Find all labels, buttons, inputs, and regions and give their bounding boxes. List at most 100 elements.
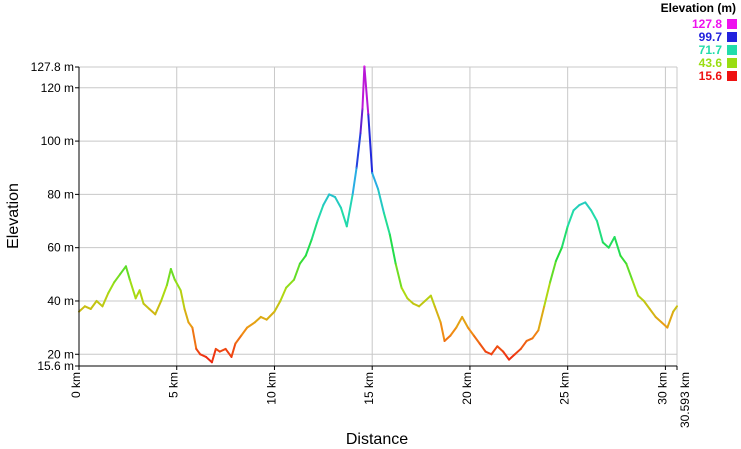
profile-segment xyxy=(285,278,296,289)
profile-point xyxy=(125,265,127,268)
profile-segment xyxy=(95,299,104,308)
x-tick-label: 30.593 km xyxy=(678,372,692,428)
profile-point xyxy=(265,318,268,321)
profile-point xyxy=(322,204,325,206)
profile-point xyxy=(240,334,243,337)
profile-segment xyxy=(449,326,458,337)
profile-segment xyxy=(637,294,645,302)
profile-segment xyxy=(273,299,282,313)
profile-point xyxy=(596,220,598,222)
profile-point xyxy=(95,300,98,302)
legend-value: 99.7 xyxy=(699,30,723,44)
x-tick-label: 5 km xyxy=(167,372,181,398)
profile-segment xyxy=(138,289,145,305)
profile-point xyxy=(359,132,362,134)
y-axis-title: Elevation xyxy=(5,183,22,249)
y-tick-label: 100 m xyxy=(41,134,74,148)
profile-segment xyxy=(531,329,540,340)
profile-segment xyxy=(265,310,276,321)
x-tick-label: 15 km xyxy=(362,372,376,405)
profile-segment xyxy=(572,204,581,212)
profile-segment xyxy=(345,193,354,228)
profile-segment xyxy=(234,334,243,345)
profile-segment xyxy=(406,297,415,305)
profile-segment xyxy=(648,307,657,318)
profile-point xyxy=(388,233,391,236)
profile-segment xyxy=(455,315,464,329)
profile-point xyxy=(304,254,307,257)
legend-value: 15.6 xyxy=(699,69,723,83)
legend-title: Elevation (m) xyxy=(661,1,736,15)
profile-segment xyxy=(367,113,374,175)
profile-point xyxy=(340,206,342,209)
profile-segment xyxy=(508,353,516,361)
profile-segment xyxy=(179,289,186,310)
profile-point xyxy=(383,212,385,214)
profile-point xyxy=(138,289,141,292)
profile-segment xyxy=(128,278,137,300)
profile-point xyxy=(443,340,446,342)
profile-segment xyxy=(322,193,331,207)
profile-segment xyxy=(148,307,157,316)
profile-point xyxy=(666,326,669,329)
profile-point xyxy=(648,308,651,310)
legend: Elevation (m) 127.899.771.743.615.6 xyxy=(661,1,737,83)
profile-segment xyxy=(351,166,358,196)
profile-point xyxy=(400,286,403,289)
profile-segment xyxy=(316,204,325,223)
profile-segment xyxy=(119,265,127,276)
profile-segment xyxy=(631,278,640,297)
profile-point xyxy=(215,348,217,350)
profile-segment xyxy=(183,307,190,324)
profile-point xyxy=(211,361,213,364)
profile-point xyxy=(234,342,237,345)
profile-point xyxy=(439,321,442,324)
profile-point xyxy=(377,188,379,190)
profile-point xyxy=(191,326,194,329)
profile-segment xyxy=(578,201,587,207)
profile-point xyxy=(584,201,587,204)
profile-point xyxy=(525,340,528,342)
y-tick-label: 127.8 m xyxy=(31,60,74,74)
profile-segment xyxy=(310,220,319,241)
profile-point xyxy=(334,196,336,198)
profile-point xyxy=(461,316,463,318)
y-tick-label: 80 m xyxy=(47,187,74,201)
profile-point xyxy=(467,326,469,329)
profile-point xyxy=(148,308,151,310)
profile-segment xyxy=(134,289,141,300)
profile-point xyxy=(625,262,628,265)
y-tick-label: 40 m xyxy=(47,294,74,308)
profile-segment xyxy=(613,236,622,257)
profile-segment xyxy=(78,305,86,313)
profile-point xyxy=(531,337,534,340)
profile-point xyxy=(218,350,221,353)
profile-point xyxy=(449,334,452,337)
profile-point xyxy=(299,262,301,265)
x-tick-label: 0 km xyxy=(69,372,83,398)
profile-segment xyxy=(205,355,213,364)
profile-point xyxy=(160,300,162,302)
profile-point xyxy=(259,316,262,318)
profile-segment xyxy=(339,206,348,228)
profile-segment xyxy=(443,334,452,342)
x-tick-label: 10 km xyxy=(264,372,278,405)
profile-point xyxy=(293,278,295,281)
profile-point xyxy=(183,308,186,310)
profile-point xyxy=(561,246,563,249)
profile-point xyxy=(433,305,436,308)
profile-point xyxy=(496,345,499,348)
profile-segment xyxy=(400,286,409,300)
profile-point xyxy=(310,238,313,241)
profile-segment xyxy=(394,262,403,289)
profile-point xyxy=(676,305,678,308)
profile-segment xyxy=(590,209,598,223)
y-axis-ticks: 15.6 m20 m 40 m 60 m 80 m 100 m 120 m 127.8 m xyxy=(31,60,79,373)
profile-point xyxy=(113,281,115,284)
profile-point xyxy=(619,254,622,257)
profile-point xyxy=(406,297,409,300)
profile-segment xyxy=(259,315,268,321)
profile-segment xyxy=(625,262,634,281)
profile-point xyxy=(549,281,551,284)
